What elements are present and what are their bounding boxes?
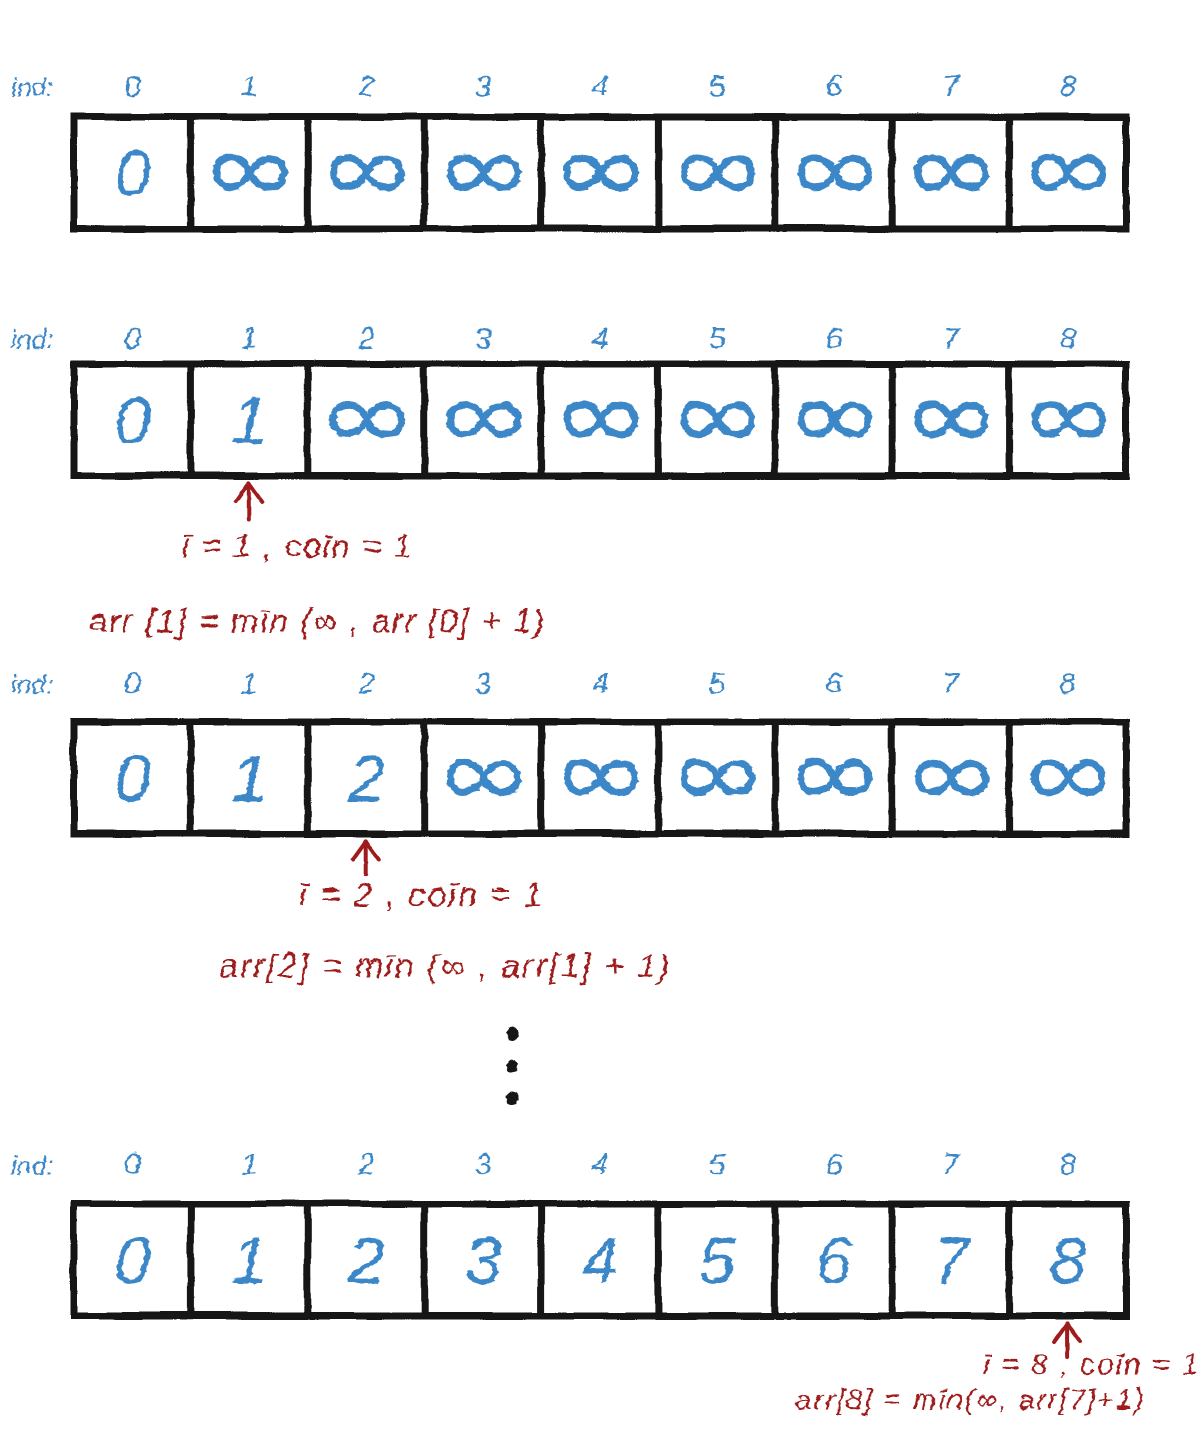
svg-text:0: 0 <box>123 1147 140 1180</box>
svg-text:ind:: ind: <box>10 71 52 101</box>
svg-text:arr[8] = mīn(∞, arr[7]+1): arr[8] = mīn(∞, arr[7]+1) <box>795 1383 1144 1415</box>
svg-text:2: 2 <box>356 69 374 102</box>
svg-text:0: 0 <box>113 135 150 209</box>
svg-text:3: 3 <box>474 69 491 102</box>
svg-text:8: 8 <box>1058 321 1075 354</box>
svg-text:7: 7 <box>941 666 959 699</box>
svg-text:8: 8 <box>1058 666 1075 699</box>
svg-text:2: 2 <box>356 321 374 354</box>
svg-text:ī = 1 , coīn = 1: ī = 1 , coīn = 1 <box>181 526 412 563</box>
svg-text:0: 0 <box>113 1222 150 1296</box>
svg-text:2: 2 <box>346 740 384 814</box>
svg-text:4: 4 <box>591 321 608 354</box>
svg-text:ī = 8 , coīn = 1: ī = 8 , coīn = 1 <box>982 1347 1199 1380</box>
svg-text:6: 6 <box>824 666 841 699</box>
svg-text:8: 8 <box>1058 1147 1075 1180</box>
svg-text:ī = 2 , coīn = 1: ī = 2 , coīn = 1 <box>298 875 544 913</box>
svg-text:6: 6 <box>824 321 841 354</box>
svg-text:2: 2 <box>346 1222 384 1296</box>
svg-text:1: 1 <box>240 666 257 699</box>
svg-text:0: 0 <box>123 69 140 102</box>
svg-text:3: 3 <box>474 666 491 699</box>
svg-text:5: 5 <box>708 666 725 699</box>
svg-text:1: 1 <box>240 321 257 354</box>
svg-text:5: 5 <box>708 321 725 354</box>
svg-text:3: 3 <box>474 321 491 354</box>
svg-text:arr [1] = mīn (∞ , arr [0] +: arr [1] = mīn (∞ , arr [0] + 1) <box>88 601 545 638</box>
svg-text:ind:: ind: <box>10 668 52 698</box>
svg-text:ind:: ind: <box>10 1149 52 1179</box>
svg-text:7: 7 <box>941 1147 959 1180</box>
svg-text:0: 0 <box>123 321 140 354</box>
svg-text:1: 1 <box>240 1147 257 1180</box>
svg-text:1: 1 <box>230 740 267 814</box>
svg-text:7: 7 <box>941 321 959 354</box>
svg-text:6: 6 <box>824 1147 841 1180</box>
svg-text:8: 8 <box>1048 1222 1085 1296</box>
svg-text:5: 5 <box>708 1147 725 1180</box>
svg-text:ind:: ind: <box>10 323 52 353</box>
svg-text:4: 4 <box>581 1222 618 1296</box>
svg-text:1: 1 <box>240 69 257 102</box>
svg-text:4: 4 <box>591 1147 608 1180</box>
svg-text:1: 1 <box>230 1222 267 1296</box>
svg-text:7: 7 <box>941 69 959 102</box>
svg-text:arr[2] = mīn (∞ , arr[1] + 1): arr[2] = mīn (∞ , arr[1] + 1) <box>218 946 671 983</box>
svg-text:4: 4 <box>591 69 608 102</box>
svg-text:6: 6 <box>814 1222 851 1296</box>
svg-text:3: 3 <box>474 1147 491 1180</box>
svg-text:2: 2 <box>356 666 374 699</box>
svg-text:1: 1 <box>230 382 267 456</box>
svg-text:7: 7 <box>931 1222 970 1296</box>
svg-text:6: 6 <box>824 69 841 102</box>
svg-text:5: 5 <box>708 69 725 102</box>
svg-text:0: 0 <box>113 382 150 456</box>
svg-text:5: 5 <box>698 1222 735 1296</box>
svg-text:4: 4 <box>591 666 608 699</box>
svg-text:8: 8 <box>1058 69 1075 102</box>
svg-text:0: 0 <box>123 666 140 699</box>
svg-text:3: 3 <box>464 1222 501 1296</box>
svg-text:2: 2 <box>356 1147 374 1180</box>
svg-text:0: 0 <box>113 740 150 814</box>
